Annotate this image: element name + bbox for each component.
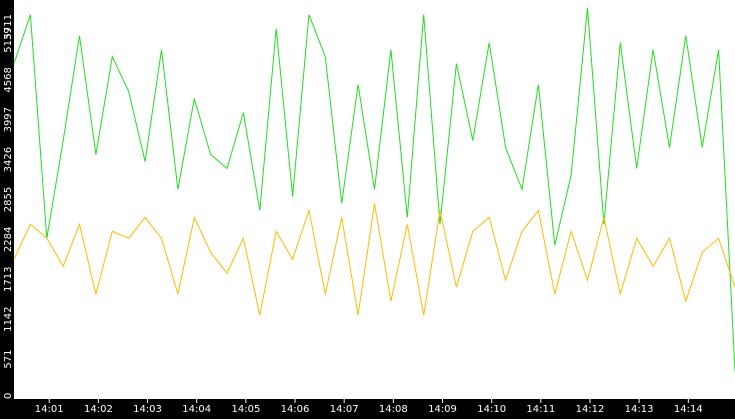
x-tick-label: 14:04 bbox=[182, 404, 211, 415]
x-tick-label: 14:09 bbox=[428, 404, 457, 415]
y-tick-label: 3426 bbox=[3, 147, 14, 172]
x-tick-label: 14:02 bbox=[84, 404, 113, 415]
y-tick-label: 2284 bbox=[3, 227, 14, 252]
x-axis: 14:01 14:02 14:03 14:04 14:05 14:06 14:07 14:08… bbox=[35, 399, 703, 415]
y-tick-label: 5711 bbox=[3, 14, 14, 39]
x-tick-label: 14:01 bbox=[35, 404, 64, 415]
x-tick-label: 14:10 bbox=[477, 404, 506, 415]
x-tick-label: 14:06 bbox=[281, 404, 310, 415]
series-layer bbox=[13, 7, 735, 372]
x-tick-label: 14:05 bbox=[231, 404, 260, 415]
x-tick-label: 14:11 bbox=[526, 404, 555, 415]
y-tick-label: 5139 bbox=[3, 27, 14, 52]
x-tick-label: 14:12 bbox=[576, 404, 605, 415]
x-tick-label: 14:08 bbox=[379, 404, 408, 415]
y-tick-label: 1713 bbox=[3, 267, 14, 292]
x-tick-label: 14:03 bbox=[133, 404, 162, 415]
x-tick-label: 14:07 bbox=[330, 404, 359, 415]
series-line-2 bbox=[13, 203, 735, 316]
x-tick-label: 14:14 bbox=[674, 404, 703, 415]
series-line-1 bbox=[13, 7, 735, 372]
y-tick-label: 2855 bbox=[3, 187, 14, 212]
y-tick-label: 1142 bbox=[3, 306, 14, 331]
x-tick-label: 14:13 bbox=[625, 404, 654, 415]
y-tick-label: 0 bbox=[3, 393, 14, 399]
plot-area bbox=[14, 0, 735, 399]
y-tick-label: 3997 bbox=[3, 107, 14, 132]
y-tick-label: 571 bbox=[3, 350, 14, 369]
y-tick-label: 4568 bbox=[3, 67, 14, 92]
